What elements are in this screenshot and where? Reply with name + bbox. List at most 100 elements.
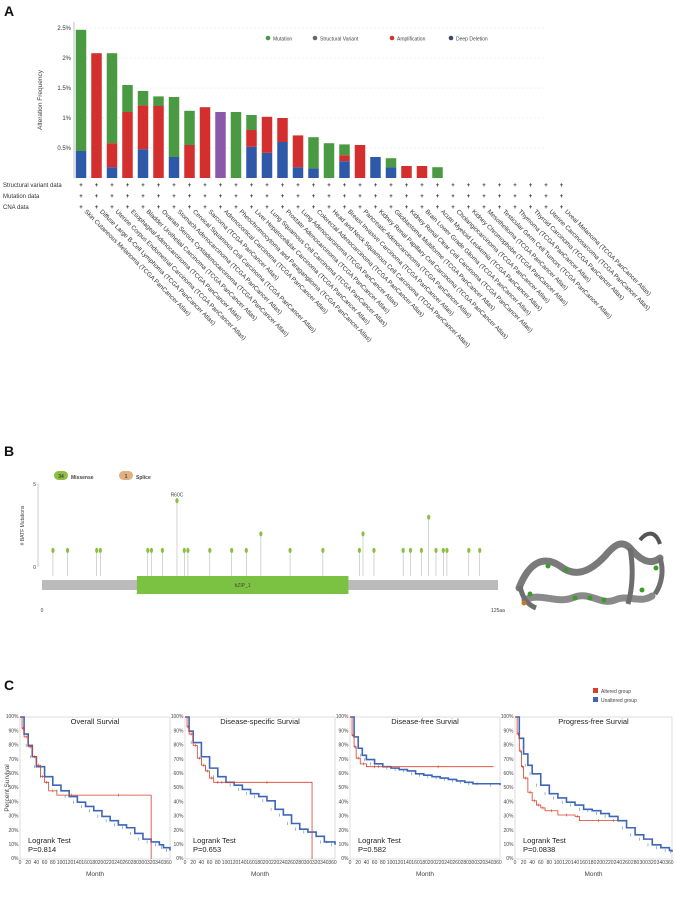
data-row-symbol: + bbox=[513, 194, 517, 200]
bar-segment bbox=[385, 167, 397, 178]
y-tick-label: 100% bbox=[6, 714, 19, 720]
y-tick-label: 40% bbox=[503, 799, 514, 805]
domain-bzip bbox=[136, 576, 349, 594]
data-row-symbol: + bbox=[420, 205, 424, 211]
data-row-symbol: + bbox=[188, 205, 192, 211]
data-row-symbol: + bbox=[172, 205, 176, 211]
x-tick-label: 160 bbox=[579, 860, 588, 866]
data-row-symbol: + bbox=[451, 194, 455, 200]
y-tick-label: 20% bbox=[338, 828, 349, 834]
data-row-symbol: + bbox=[451, 183, 455, 189]
data-row-symbol: + bbox=[420, 183, 424, 189]
bar-segment bbox=[106, 53, 118, 144]
bar-segment bbox=[91, 53, 102, 179]
x-tick-label: 200 bbox=[597, 860, 606, 866]
x-tick-label: 260 bbox=[122, 860, 131, 866]
x-tick-label: 100 bbox=[222, 860, 231, 866]
legend-label: Amplification bbox=[397, 37, 426, 43]
bar-segment bbox=[432, 167, 443, 178]
bar-segment bbox=[370, 157, 381, 178]
logrank-pvalue: P=0.653 bbox=[193, 845, 221, 854]
lollipop-head bbox=[259, 531, 263, 537]
data-row-symbol: + bbox=[157, 183, 161, 189]
data-row-symbol: + bbox=[436, 183, 440, 189]
data-row-symbol: + bbox=[467, 205, 471, 211]
data-row-symbol: + bbox=[436, 205, 440, 211]
x-tick-label: 240 bbox=[114, 860, 123, 866]
data-row-symbol: + bbox=[544, 205, 548, 211]
bar-segment bbox=[292, 167, 304, 178]
plot-frame bbox=[19, 716, 171, 860]
bar-segment bbox=[137, 105, 149, 150]
y-tick-label: 90% bbox=[8, 728, 19, 734]
data-row-symbol: + bbox=[110, 205, 114, 211]
plot-title: Progress-free Survial bbox=[558, 717, 629, 726]
x-tick-label: 340 bbox=[657, 860, 666, 866]
x-tick-label: 20 bbox=[190, 860, 196, 866]
data-row-symbol: + bbox=[219, 194, 223, 200]
bar-segment bbox=[153, 106, 164, 178]
y-tick-label: 70% bbox=[503, 757, 514, 763]
x-tick-label: 280 bbox=[296, 860, 305, 866]
data-row-symbol: + bbox=[405, 183, 409, 189]
legend-missense-badge bbox=[54, 471, 68, 480]
bar-segment bbox=[385, 158, 397, 168]
data-row-symbol: + bbox=[467, 183, 471, 189]
x-tick-label: 340 bbox=[155, 860, 164, 866]
panel-b-lollipop-plot: 5 0 # BATF Mutations 34 Missense 1 Splice bZIP_… bbox=[20, 471, 505, 614]
data-row-symbol: + bbox=[141, 205, 145, 211]
x-tick-label: 40 bbox=[529, 860, 535, 866]
bar-segment bbox=[354, 145, 366, 178]
data-row-symbol: + bbox=[405, 194, 409, 200]
data-row-symbol: + bbox=[513, 205, 517, 211]
data-row-symbol: + bbox=[219, 183, 223, 189]
x-tick-label: 220 bbox=[436, 860, 445, 866]
data-row-symbol: + bbox=[327, 194, 331, 200]
y-tick-label: 0% bbox=[11, 856, 19, 862]
x-tick-label: 0 bbox=[19, 860, 22, 866]
y-tick-label: 50% bbox=[503, 785, 514, 791]
lollipop-head bbox=[321, 547, 325, 554]
x-tick-label: 200 bbox=[263, 860, 272, 866]
panel-letter-b: B bbox=[4, 443, 14, 459]
data-row-symbol: + bbox=[265, 194, 269, 200]
data-row-symbol: + bbox=[141, 183, 145, 189]
plot-frame bbox=[514, 716, 673, 860]
shared-y-axis-label: Percent Survival bbox=[4, 764, 11, 812]
panel-letter-c: C bbox=[4, 677, 14, 693]
logrank-pvalue: P=0.814 bbox=[28, 845, 56, 854]
x-tick-label: 280 bbox=[461, 860, 470, 866]
legend-splice-count: 1 bbox=[125, 474, 128, 480]
x-tick-label: 140 bbox=[73, 860, 82, 866]
legend-splice-label: Splice bbox=[136, 475, 151, 481]
y-tick-label: 100% bbox=[171, 714, 184, 720]
x-axis-label: Month bbox=[251, 871, 269, 878]
y-tick-label: 2% bbox=[62, 56, 71, 62]
y-tick-label: 100% bbox=[336, 714, 349, 720]
lollipop-head bbox=[160, 547, 164, 554]
bar-segment bbox=[339, 161, 350, 178]
survival-plot: Overall Survial 0% 10% 20% 30% 40% 50% 60% 70% 80… bbox=[6, 714, 172, 878]
logrank-test-label: Logrank Test bbox=[358, 836, 402, 845]
bar-segment bbox=[168, 157, 180, 178]
bar-segment bbox=[339, 155, 350, 162]
logrank-pvalue: P=0.582 bbox=[358, 845, 386, 854]
x-tick-label: 180 bbox=[90, 860, 99, 866]
x-tick-label: 100 bbox=[387, 860, 396, 866]
altered-curve bbox=[515, 716, 618, 822]
plot-title: Disease-specific Survial bbox=[220, 717, 300, 726]
x-tick-label: 40 bbox=[34, 860, 40, 866]
x-tick-label: 220 bbox=[605, 860, 614, 866]
unaltered-curve bbox=[515, 716, 673, 852]
data-row-symbol: + bbox=[343, 194, 347, 200]
y-tick-label: 30% bbox=[173, 814, 184, 820]
legend-unaltered-swatch bbox=[593, 697, 598, 702]
x-tick-label: 180 bbox=[588, 860, 597, 866]
data-row-symbol: + bbox=[529, 194, 533, 200]
y-tick-label: 80% bbox=[503, 743, 514, 749]
data-row-symbol: + bbox=[358, 183, 362, 189]
data-row-symbol: + bbox=[312, 194, 316, 200]
bar-segment bbox=[75, 151, 87, 178]
data-row-symbol: + bbox=[250, 183, 254, 189]
y-tick-label: 30% bbox=[8, 814, 19, 820]
